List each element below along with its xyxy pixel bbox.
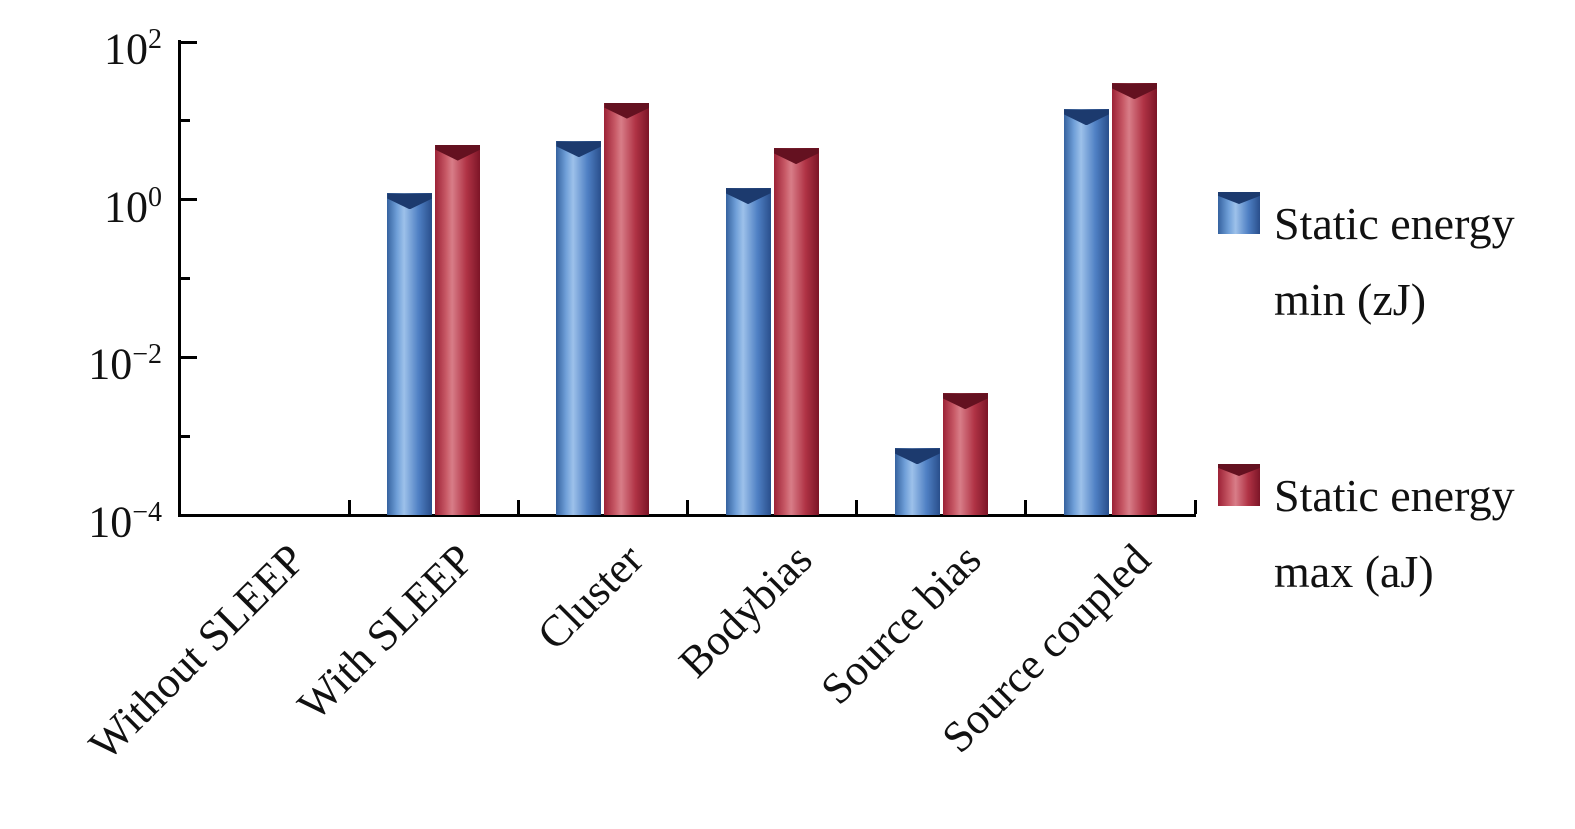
legend-label-line1: Static energy <box>1274 470 1515 521</box>
bar-top-bevel <box>604 102 650 119</box>
bar-top-bevel <box>1111 83 1157 100</box>
y-axis-tick-exponent: 0 <box>148 181 162 213</box>
x-axis-category-label: Cluster <box>527 534 653 660</box>
y-axis-minor-tick <box>181 434 190 438</box>
x-axis-tick <box>686 500 689 514</box>
x-axis-tick <box>1024 500 1028 514</box>
x-axis-category-label: Bodybias <box>669 534 822 687</box>
bar-top-bevel <box>773 148 819 165</box>
bar-static-energy-max <box>773 148 819 515</box>
bar-static-energy-min <box>725 188 771 515</box>
x-axis-category-label: With SLEEP <box>288 534 484 730</box>
bar-static-energy-min <box>387 193 433 515</box>
bar-static-energy-max <box>604 102 650 515</box>
x-axis-category-label: Without SLEEP <box>79 534 314 770</box>
y-axis-line <box>178 40 181 517</box>
y-axis-tick-label: 102 <box>104 24 162 74</box>
y-axis-tick-exponent: −4 <box>132 497 162 528</box>
bar-top-bevel <box>435 144 481 161</box>
bar-static-energy-max <box>435 144 481 515</box>
y-axis-tick-label: 100 <box>104 181 162 232</box>
legend-label-line2: min (zJ) <box>1274 274 1427 325</box>
legend-swatch-max <box>1218 464 1260 506</box>
legend-label-min: Static energy min (zJ) <box>1274 186 1515 338</box>
x-axis-tick <box>855 500 859 514</box>
y-axis-minor-tick <box>181 119 190 123</box>
y-axis-major-tick <box>181 40 197 44</box>
y-axis-tick-exponent: 2 <box>148 24 162 55</box>
x-axis-line <box>178 514 1196 517</box>
bar-top-bevel <box>1063 109 1109 126</box>
legend-entry-min: Static energy min (zJ) <box>1218 186 1558 346</box>
y-axis-tick-exponent: −2 <box>132 339 162 371</box>
legend-label-max: Static energy max (aJ) <box>1274 458 1515 610</box>
bar-static-energy-min <box>1063 109 1109 515</box>
bar-top-bevel <box>387 193 433 210</box>
y-axis-minor-tick <box>181 277 190 280</box>
y-axis-tick-label: 10−2 <box>88 339 162 389</box>
bar-static-energy-min <box>556 141 602 515</box>
y-axis-major-tick <box>181 513 197 517</box>
bar-top-bevel <box>942 393 988 410</box>
y-axis-tick-label: 10−4 <box>88 497 162 547</box>
legend-entry-max: Static energy max (aJ) <box>1218 458 1558 618</box>
bar-static-energy-max <box>1111 83 1157 515</box>
bar-static-energy-min <box>894 448 940 515</box>
legend-swatch-bevel <box>1218 464 1260 476</box>
y-axis-major-tick <box>181 355 197 359</box>
bar-top-bevel <box>556 141 602 158</box>
legend-label-line1: Static energy <box>1274 198 1515 249</box>
legend-swatch-bevel <box>1218 192 1260 204</box>
x-axis-tick <box>1193 500 1197 514</box>
legend-swatch-min <box>1218 192 1260 234</box>
legend-label-line2: max (aJ) <box>1274 546 1434 597</box>
bar-static-energy-max <box>942 393 988 515</box>
bar-top-bevel <box>894 448 940 465</box>
y-axis-major-tick <box>181 198 197 202</box>
x-axis-tick <box>516 500 520 514</box>
x-axis-category-label: Source bias <box>811 534 991 714</box>
bar-top-bevel <box>725 188 771 205</box>
x-axis-tick <box>347 500 351 514</box>
